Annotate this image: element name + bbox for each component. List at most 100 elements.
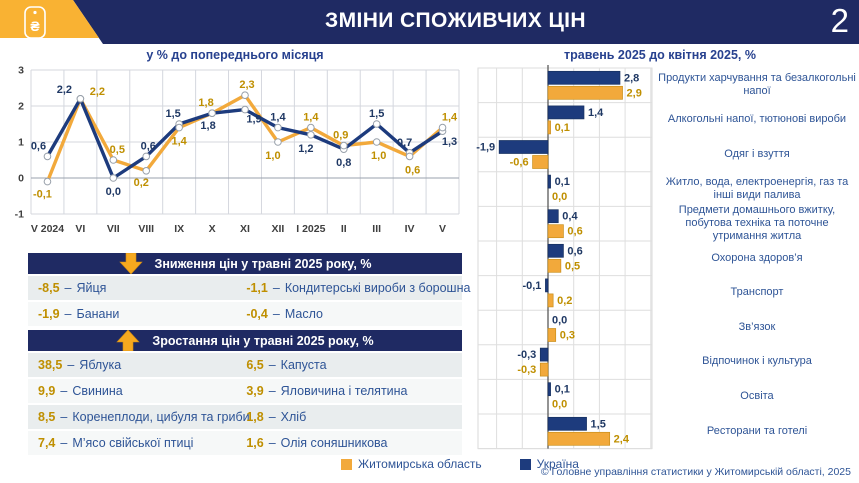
price-value: 7,4 <box>38 436 56 450</box>
price-value: 8,5 <box>38 410 56 424</box>
product-label: Масло <box>284 307 323 321</box>
header-navy-band <box>73 0 859 44</box>
bar-category-label: Продукти харчування та безалкогольні нап… <box>658 72 856 98</box>
legend-swatch <box>519 458 531 470</box>
table-row: 38,5– Яблука 6,5– Капуста <box>28 353 462 377</box>
price-value: -1,9 <box>38 307 60 321</box>
data-label: 2,2 <box>90 86 105 98</box>
data-label: 0,9 <box>333 130 348 142</box>
bar-category-label: Зв’язок <box>738 320 776 333</box>
product-label: М’ясо свійської птиці <box>72 436 194 450</box>
data-label: 0,6 <box>141 140 156 152</box>
price-value: 3,9 <box>246 384 264 398</box>
price-value: 1,6 <box>246 436 264 450</box>
bar-value-label: 2,4 <box>614 433 630 445</box>
table-row: 8,5– Коренеплоди, цибуля та гриби 1,8– Хліб <box>28 405 462 429</box>
line-markers <box>43 91 447 186</box>
data-label: 1,4 <box>303 112 319 124</box>
legend-item: Україна <box>519 457 579 471</box>
table-header-label: Зниження цін у травні 2025 року, % <box>154 256 372 271</box>
bar <box>547 120 551 135</box>
dash-separator: – <box>268 384 276 398</box>
bar-value-label: 0,1 <box>555 122 570 134</box>
bar <box>539 347 549 362</box>
dash-separator: – <box>67 358 75 372</box>
data-label: -0,1 <box>33 189 52 201</box>
bar <box>547 258 562 273</box>
bar-value-label: 1,4 <box>588 107 604 119</box>
bar-value-label: 0,5 <box>565 260 580 272</box>
copyright: © Головне управління статистики у Житоми… <box>540 466 851 478</box>
x-tick-label: IX <box>174 223 184 235</box>
product-label: Свинина <box>72 384 123 398</box>
price-change-cell: -8,5– Яйця <box>28 276 236 300</box>
bar-value-label: 2,9 <box>627 87 642 99</box>
dash-separator: – <box>60 410 68 424</box>
arrow-up-icon <box>116 330 141 351</box>
x-tick-label: VI <box>75 223 85 235</box>
x-tick-label: I 2025 <box>296 223 325 235</box>
bar-category-label: Ресторани та готелі <box>706 424 808 437</box>
bar <box>547 328 557 342</box>
hryvnia-price-tag-icon: ₴ <box>24 6 46 39</box>
header: ₴ ЗМІНИ СПОЖИВЧИХ ЦІН 2 <box>0 0 859 44</box>
bar-category-label: Алкогольні напої, тютюнові вироби <box>667 113 847 126</box>
bar <box>547 85 623 100</box>
bar-value-label: 0,4 <box>562 211 578 223</box>
product-label: Банани <box>76 307 120 321</box>
dash-separator: – <box>64 307 72 321</box>
svg-text:₴: ₴ <box>30 18 40 34</box>
bar-category-label: Транспорт <box>730 286 784 299</box>
data-label: 0,6 <box>405 164 420 176</box>
price-change-table: Зниження цін у травні 2025 року, % -8,5– Я… <box>28 253 470 326</box>
dash-separator: – <box>64 281 72 295</box>
bar <box>547 293 554 308</box>
data-label: 0,7 <box>397 137 412 149</box>
price-value: 38,5 <box>38 358 63 372</box>
dash-separator: – <box>60 384 68 398</box>
line-chart-title: у % до попереднього місяця <box>146 48 324 62</box>
x-tick-label: XII <box>272 223 285 235</box>
bar <box>547 382 551 397</box>
price-value: -0,4 <box>246 307 268 321</box>
bar-value-label: 0,0 <box>552 191 567 203</box>
bar-value-label: 2,8 <box>624 72 639 84</box>
data-label: 1,0 <box>371 150 386 162</box>
dash-separator: – <box>268 358 276 372</box>
price-value: 9,9 <box>38 384 56 398</box>
dash-separator: – <box>268 410 276 424</box>
line-value-labels: -0,1 2,2 0,5 0,2 1,4 1,8 2,3 1,0 1,4 0,9 1,0 0,6 1,4 <box>33 79 458 200</box>
bar-value-label: 0,1 <box>555 384 570 396</box>
price-change-cell: -1,1– Кондитерські вироби з борошна <box>236 276 470 300</box>
data-label: 0,8 <box>336 157 351 169</box>
legend-item: Житомирська область <box>341 457 482 471</box>
line-markers <box>43 95 447 182</box>
bar-category-label: Житло, вода, електроенергія, газ та інші… <box>665 175 849 202</box>
arrow-down-icon <box>118 253 143 274</box>
dash-separator: – <box>272 307 280 321</box>
data-label: 0,2 <box>134 177 149 189</box>
data-label: 1,8 <box>200 120 215 132</box>
price-value: -1,1 <box>246 281 268 295</box>
y-tick-label: 2 <box>18 101 24 113</box>
x-tick-label: V 2024 <box>31 223 64 235</box>
bar-value-label: 0,6 <box>567 226 582 238</box>
bar-value-label: -0,3 <box>517 349 536 361</box>
table-header: Зниження цін у травні 2025 року, % <box>28 253 462 274</box>
line-value-labels: 0,6 2,2 0,0 0,6 1,5 1,8 1,9 1,4 1,2 0,8 1,5 0,7 1,3 <box>31 84 457 198</box>
data-label: 1,9 <box>246 114 261 126</box>
bar-category-label: Охорона здоров’я <box>711 251 803 264</box>
dash-separator: – <box>60 436 68 450</box>
price-change-table: Зростання цін у травні 2025 року, % 38,5–… <box>28 330 462 455</box>
y-tick-label: 0 <box>18 173 24 185</box>
bar-value-label: -0,3 <box>517 364 536 376</box>
legend-label: Україна <box>536 457 579 471</box>
table-row: -8,5– Яйця -1,1– Кондитерські вироби з боро… <box>28 276 470 300</box>
bar <box>532 155 549 169</box>
dash-separator: – <box>272 281 280 295</box>
bar <box>547 243 564 258</box>
bar <box>545 278 549 293</box>
product-label: Олія соняшникова <box>280 436 388 450</box>
